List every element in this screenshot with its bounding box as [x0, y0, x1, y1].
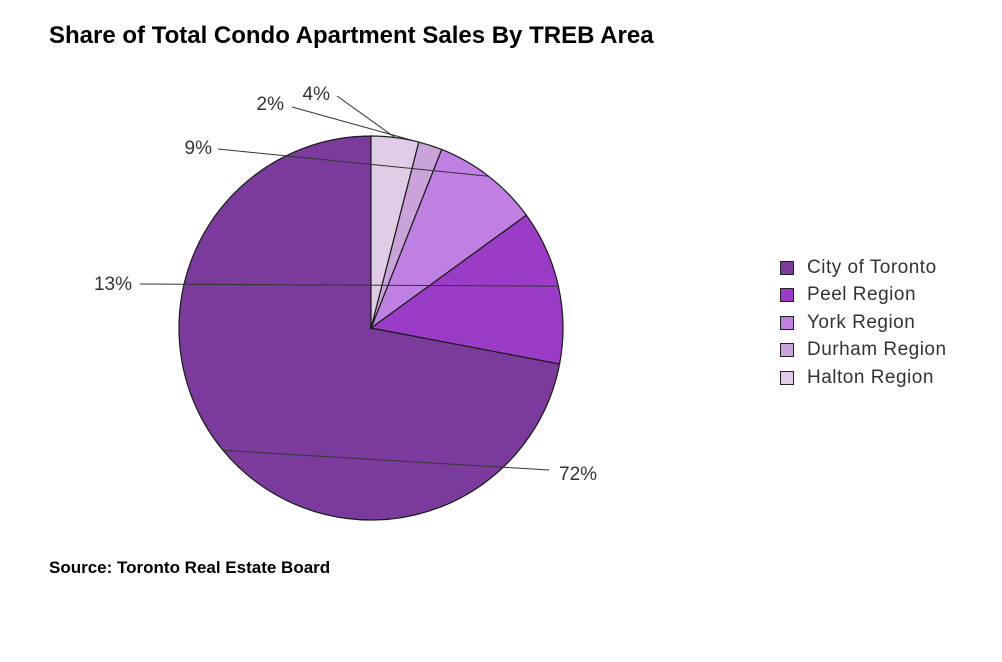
- legend-swatch: [780, 315, 794, 330]
- chart-title: Share of Total Condo Apartment Sales By …: [49, 22, 654, 49]
- legend-swatch: [780, 288, 794, 303]
- legend-swatch: [780, 260, 794, 275]
- legend-label: City of Toronto: [807, 256, 937, 278]
- leader-lines: [139, 95, 559, 471]
- slice-label-city-of-toronto: 72%: [559, 464, 597, 485]
- leader-line-durham-region: [291, 106, 431, 146]
- legend-item-durham-region: Durham Region: [780, 337, 947, 365]
- legend-label: Halton Region: [807, 366, 934, 388]
- leader-line-halton-region: [336, 95, 396, 138]
- legend: City of Toronto Peel Region York Region …: [780, 254, 947, 392]
- slice-label-peel-region: 13%: [94, 274, 132, 295]
- legend-item-york-region: York Region: [780, 309, 947, 337]
- legend-item-peel-region: Peel Region: [780, 282, 947, 310]
- pie-slices: [178, 135, 564, 521]
- legend-swatch: [780, 370, 794, 385]
- legend-label: Durham Region: [807, 339, 947, 361]
- leader-line-york-region: [217, 148, 489, 177]
- legend-label: Peel Region: [807, 284, 917, 306]
- source-note: Source: Toronto Real Estate Board: [49, 558, 331, 577]
- slice-labels: 72% 13% 9% 2% 4%: [94, 84, 597, 485]
- slice-label-halton-region: 4%: [303, 84, 331, 105]
- legend-swatch: [780, 343, 794, 358]
- slice-label-durham-region: 2%: [257, 94, 285, 115]
- legend-label: York Region: [807, 311, 916, 333]
- slice-label-york-region: 9%: [185, 138, 213, 159]
- leader-line-city-of-toronto: [223, 449, 550, 471]
- leader-line-peel-region: [139, 283, 559, 287]
- pie-slice-city-of-toronto: [178, 135, 561, 521]
- legend-item-halton-region: Halton Region: [780, 364, 947, 392]
- legend-item-city-of-toronto: City of Toronto: [780, 254, 947, 282]
